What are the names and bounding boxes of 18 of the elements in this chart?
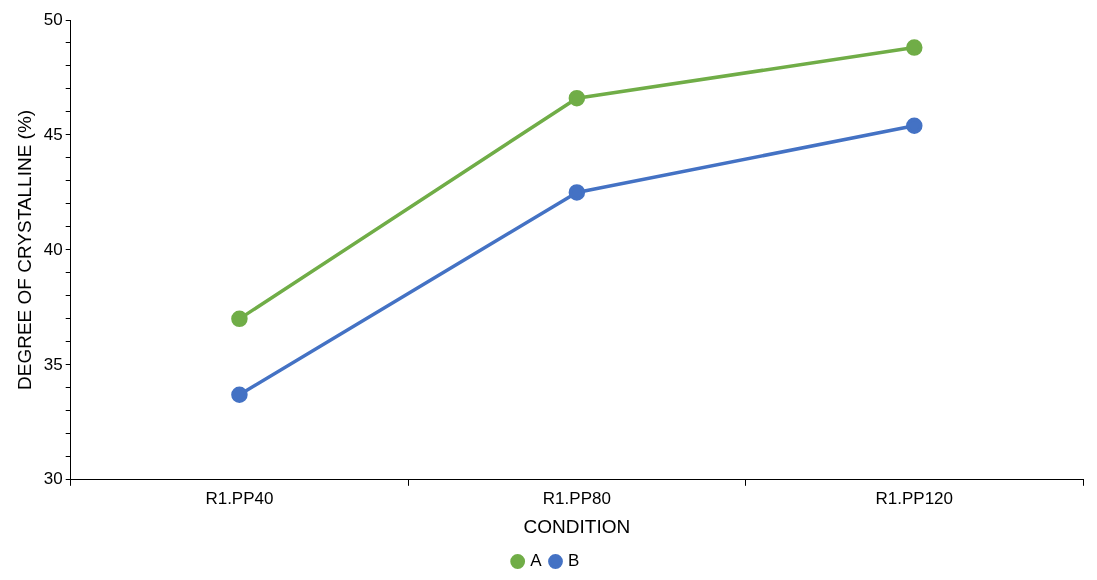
y-axis-title: DEGREE OF CRYSTALLINE (%): [13, 109, 35, 390]
point: [568, 89, 586, 107]
point: [906, 39, 923, 56]
x-tick-label: R1.PP120: [875, 488, 954, 508]
y-tick-label: 45: [43, 124, 63, 144]
x-axis-title: CONDITION: [523, 515, 631, 537]
legend-label: B: [568, 551, 580, 571]
y-tick-label: 35: [43, 354, 63, 374]
y-tick-label: 50: [43, 9, 63, 29]
point: [231, 310, 248, 328]
x-tick-label: R1.PP80: [542, 488, 611, 508]
point: [568, 184, 586, 201]
point: [231, 386, 248, 403]
y-tick-label: 40: [43, 239, 63, 259]
y-tick-label: 30: [43, 469, 63, 489]
legend-label: A: [530, 551, 543, 571]
x-tick-label: R1.PP40: [205, 488, 274, 508]
point: [906, 117, 923, 134]
